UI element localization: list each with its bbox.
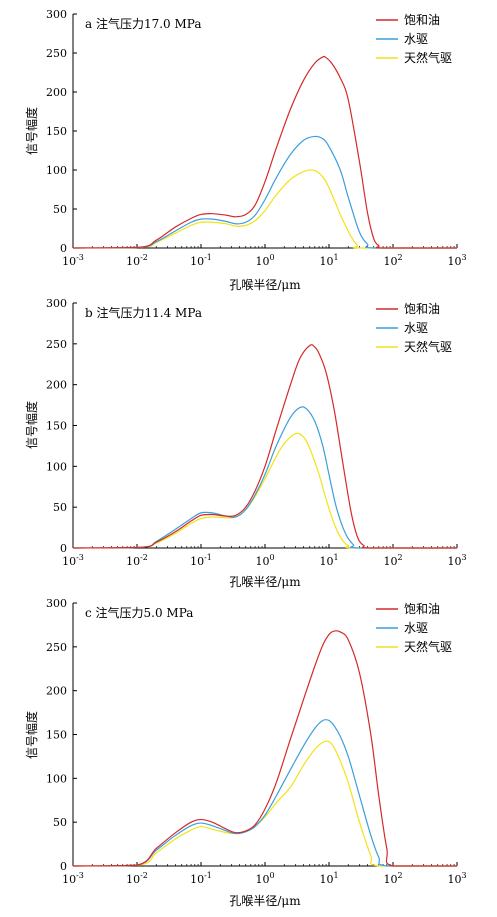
y-tick-label: 100	[46, 460, 67, 473]
series-line-1	[72, 630, 457, 867]
y-tick-label: 200	[46, 685, 67, 698]
legend-label: 水驱	[404, 32, 428, 46]
x-tick-label: 102	[383, 871, 402, 886]
x-axis-label: 孔喉半径/μm	[229, 894, 301, 908]
series-line-1	[72, 55, 457, 249]
legend-label: 天然气驱	[404, 50, 452, 65]
legend-label: 水驱	[404, 621, 428, 635]
y-axis-label: 信号幅度	[24, 401, 39, 449]
series-line-3	[72, 169, 457, 249]
x-tick-label: 10-1	[190, 553, 212, 568]
series-line-2	[72, 719, 457, 867]
y-tick-label: 0	[60, 860, 67, 873]
x-tick-label: 102	[383, 253, 402, 268]
x-tick-label: 10-3	[62, 871, 84, 886]
legend-label: 水驱	[404, 321, 428, 335]
y-tick-label: 50	[53, 501, 67, 514]
x-tick-label: 102	[383, 553, 402, 568]
x-tick-label: 100	[255, 553, 274, 568]
y-tick-label: 300	[46, 297, 67, 310]
y-tick-label: 100	[46, 772, 67, 785]
chart-panel-2: 0 50 100 150 200 250 300 10-3 10-2 10-1 100 101 102 1…	[24, 297, 467, 589]
y-tick-label: 300	[46, 597, 67, 610]
x-tick-label: 10-1	[190, 253, 212, 268]
y-tick-label: 150	[46, 125, 67, 138]
x-tick-label: 101	[319, 553, 338, 568]
x-tick-label: 10-2	[126, 253, 148, 268]
legend-label: 饱和油	[404, 601, 440, 616]
x-tick-label: 10-3	[62, 253, 84, 268]
x-tick-label: 101	[319, 871, 338, 886]
y-tick-label: 50	[53, 816, 67, 829]
panel-title: a 注气压力17.0 MPa	[85, 16, 201, 31]
series-line-2	[72, 406, 457, 549]
x-tick-label: 10-1	[190, 871, 212, 886]
series-line-3	[72, 432, 457, 549]
series-line-1	[72, 344, 457, 549]
x-tick-label: 100	[255, 253, 274, 268]
x-tick-label: 10-2	[126, 553, 148, 568]
panel-title: c 注气压力5.0 MPa	[85, 605, 193, 620]
chart-panel-1: 0 50 100 150 200 250 300 10-3 10-2 10-1 100 101 102 1…	[24, 8, 467, 292]
legend-label: 天然气驱	[404, 639, 452, 654]
series-line-2	[72, 135, 457, 249]
x-tick-label: 103	[447, 253, 466, 268]
legend-label: 天然气驱	[404, 339, 452, 354]
legend-label: 饱和油	[404, 301, 440, 316]
y-axis-label: 信号幅度	[24, 711, 39, 759]
chart-panel-3: 0 50 100 150 200 250 300 10-3 10-2 10-1 100 101 102 1…	[24, 597, 467, 908]
y-tick-label: 100	[46, 164, 67, 177]
x-axis-label: 孔喉半径/μm	[229, 575, 301, 589]
legend-label: 饱和油	[404, 12, 440, 27]
y-tick-label: 250	[46, 47, 67, 60]
x-tick-label: 10-2	[126, 871, 148, 886]
y-tick-label: 0	[60, 542, 67, 555]
x-tick-label: 101	[319, 253, 338, 268]
y-tick-label: 150	[46, 420, 67, 433]
y-tick-label: 300	[46, 8, 67, 21]
series-line-3	[72, 740, 457, 867]
x-tick-label: 10-3	[62, 553, 84, 568]
y-tick-label: 50	[53, 203, 67, 216]
y-tick-label: 250	[46, 338, 67, 351]
y-tick-label: 200	[46, 379, 67, 392]
y-tick-label: 0	[60, 242, 67, 255]
x-tick-label: 100	[255, 871, 274, 886]
y-tick-label: 200	[46, 86, 67, 99]
panel-title: b 注气压力11.4 MPa	[85, 305, 202, 320]
y-tick-label: 150	[46, 729, 67, 742]
x-axis-label: 孔喉半径/μm	[229, 278, 301, 292]
x-tick-label: 103	[447, 871, 466, 886]
y-axis-label: 信号幅度	[24, 107, 39, 155]
y-tick-label: 250	[46, 641, 67, 654]
x-tick-label: 103	[447, 553, 466, 568]
